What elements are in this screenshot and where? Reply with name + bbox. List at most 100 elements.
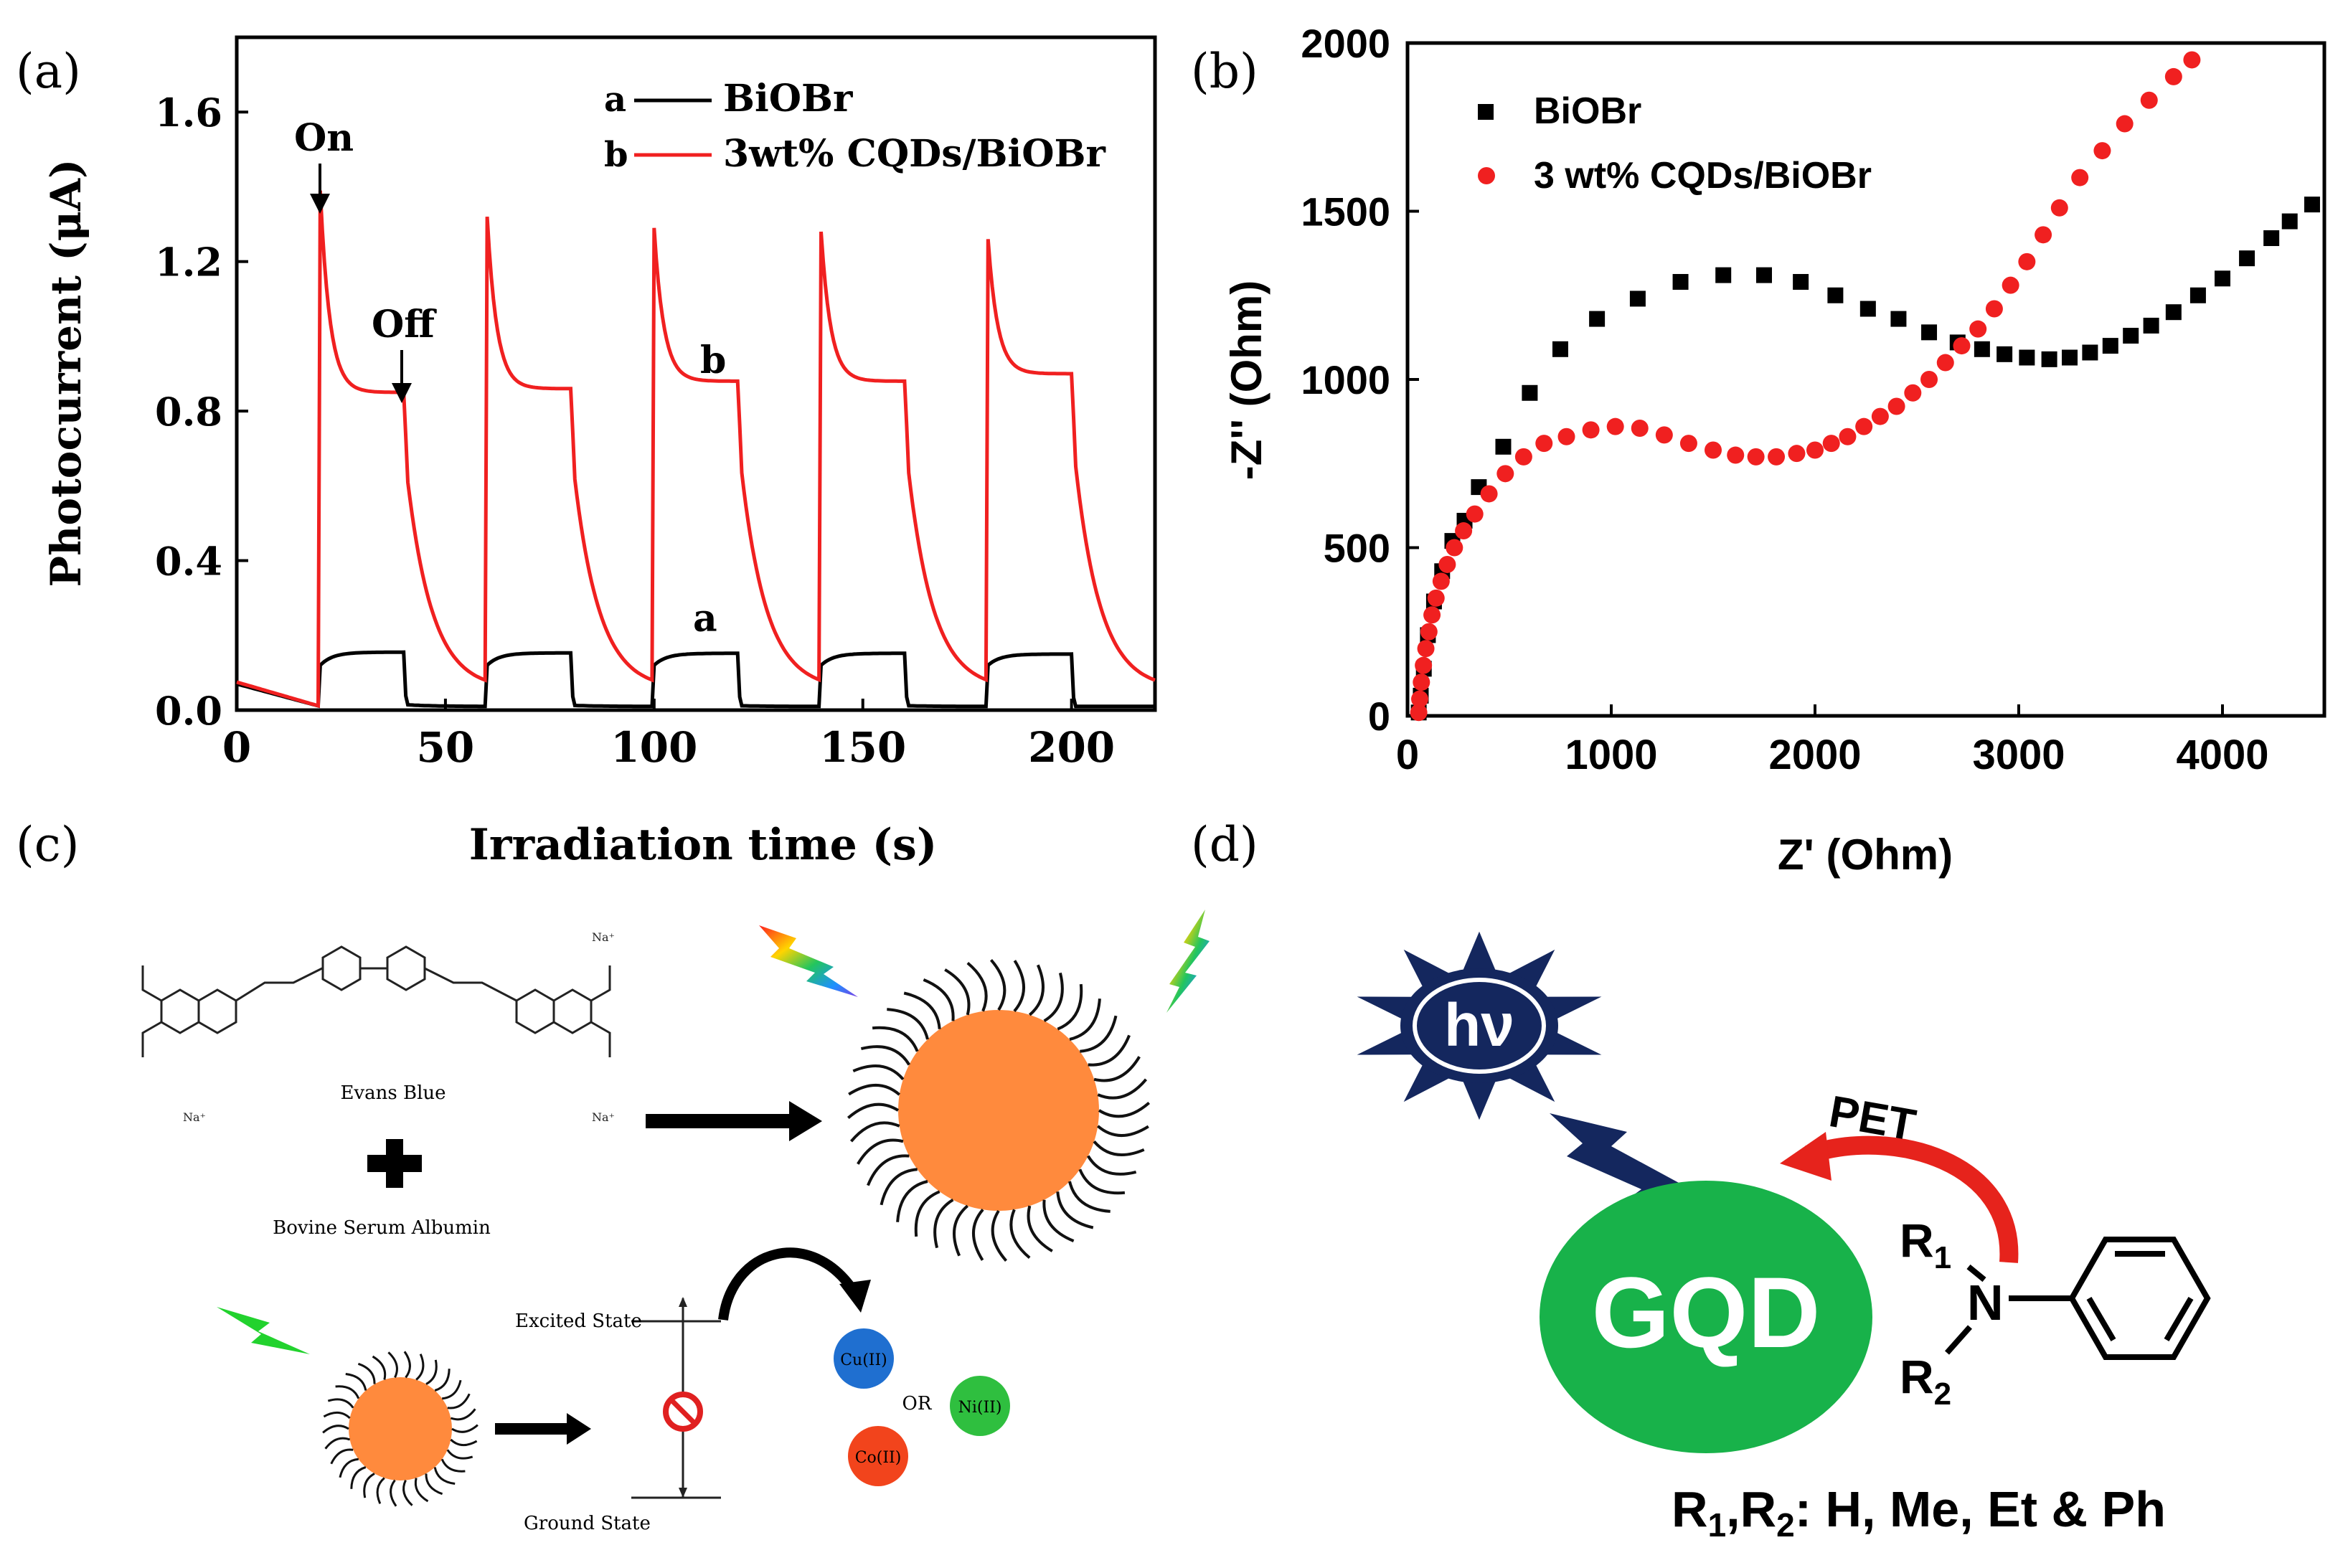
data-point-cqds-biobr — [1455, 522, 1473, 540]
arrow-right-icon-2 — [495, 1413, 591, 1445]
data-point-cqds-biobr — [1417, 640, 1435, 658]
ligand-chain — [860, 1045, 911, 1066]
plot-frame-b — [1405, 41, 2326, 718]
r2-sub: 2 — [1934, 1376, 1951, 1412]
ligand-chain — [1068, 1181, 1111, 1213]
ring-naph-right-a — [515, 988, 555, 1034]
ligand-chain — [966, 961, 988, 1012]
r2-label: R2 — [1900, 1350, 1951, 1412]
x-tick-label-a: 200 — [1028, 723, 1115, 772]
ligand-chain — [848, 1083, 901, 1096]
x-tick-label-a: 100 — [610, 723, 697, 772]
ligand-chain — [322, 1425, 349, 1434]
sun-ray — [1357, 996, 1415, 1021]
data-point-cqds-biobr — [2050, 199, 2068, 217]
azo-link-left — [235, 967, 323, 1002]
photocurrent-chart: 0 50 100 150 200 0.0 0.4 0.8 1.2 1.6 Photocurrent… — [42, 35, 1157, 870]
y-tick-label-b: 500 — [1324, 526, 1390, 571]
ligand-chain — [1009, 1209, 1031, 1260]
ligand-chain — [933, 1198, 954, 1249]
ligand-chain — [923, 978, 955, 1021]
x-axis-label-a: Irradiation time (s) — [469, 820, 937, 870]
protein-name-bsa: Bovine Serum Albumin — [273, 1217, 491, 1239]
ligand-chain — [1042, 1199, 1075, 1242]
panel-label-d: (d) — [1191, 817, 1258, 872]
ligand-chain — [327, 1398, 354, 1409]
data-point-cqds-biobr — [2071, 169, 2089, 186]
n-atom-label: N — [1967, 1275, 2004, 1331]
ring-naph-right-b — [552, 988, 593, 1034]
x-tick-label-b: 2000 — [1768, 732, 1861, 778]
panel-label-b: (b) — [1191, 44, 1258, 99]
ligand-chain — [1080, 1015, 1118, 1053]
annotation-series-a: a — [693, 597, 717, 641]
data-point-cqds-biobr — [1727, 446, 1745, 464]
metal-co-circle — [848, 1426, 908, 1486]
data-point-cqds-biobr — [2164, 67, 2182, 85]
ligand-chain — [1086, 1155, 1137, 1176]
data-point-biobr — [1974, 341, 1990, 357]
series-line-cqds-biobr — [236, 190, 1156, 709]
ring-biphenyl-1 — [321, 945, 362, 991]
data-point-biobr — [2123, 328, 2139, 344]
bond-n-r1 — [1966, 1264, 1986, 1283]
data-point-cqds-biobr — [2002, 276, 2019, 294]
data-point-biobr — [2143, 317, 2159, 334]
ligand-chain — [1088, 1034, 1131, 1067]
ligand-chain — [880, 1168, 918, 1206]
lightning-rainbow-icon-2 — [1166, 910, 1210, 1013]
tick-group-a: 0 50 100 150 200 0.0 0.4 0.8 1.2 1.6 — [155, 90, 1115, 772]
ligand-chain — [1027, 1205, 1053, 1252]
data-point-biobr — [1921, 324, 1938, 341]
azo-link-right — [424, 967, 517, 1002]
tick-group-b: 0 1000 2000 3000 4000 0 500 1000 1500 2000 — [1301, 21, 2268, 778]
ligand-chain — [339, 1458, 359, 1478]
data-point-cqds-biobr — [1606, 417, 1624, 435]
data-point-cqds-biobr — [1423, 606, 1441, 624]
data-point-biobr — [1629, 291, 1646, 307]
data-point-cqds-biobr — [2116, 115, 2134, 133]
ligand-chain — [847, 1102, 900, 1120]
data-point-cqds-biobr — [1887, 397, 1905, 415]
ligand-chain — [390, 1479, 397, 1507]
ligand-chain — [372, 1355, 387, 1380]
y-tick-label-b: 2000 — [1301, 21, 1390, 66]
data-point-cqds-biobr — [1496, 465, 1514, 483]
data-point-biobr — [1890, 311, 1907, 327]
nanoparticle-large — [847, 958, 1151, 1262]
ligand-chain — [387, 1351, 398, 1379]
data-point-biobr — [1793, 273, 1809, 290]
data-point-cqds-biobr — [1466, 505, 1484, 523]
data-point-cqds-biobr — [1514, 448, 1532, 466]
legend-b: BiOBr 3 wt% CQDs/BiOBr — [1478, 90, 1872, 197]
ligand-chain — [450, 1408, 476, 1421]
data-point-cqds-biobr — [1631, 420, 1649, 438]
data-point-biobr — [2304, 197, 2320, 213]
ligand-chain — [1097, 1078, 1148, 1100]
data-point-biobr — [1715, 267, 1732, 283]
ligand-chain — [323, 1411, 351, 1420]
ligand-chain — [857, 1138, 904, 1165]
ligand-chain — [896, 1180, 928, 1222]
sun-core — [1400, 968, 1558, 1083]
transition-arrow-up-icon — [679, 1297, 687, 1307]
na-label-2: Na⁺ — [183, 1110, 206, 1124]
data-point-biobr — [2019, 349, 2035, 366]
sun-core-outline — [1413, 978, 1546, 1074]
ligand-chain — [1098, 1101, 1151, 1118]
y-tick-label-a: 0.8 — [155, 389, 222, 435]
nanoparticle-small — [322, 1351, 478, 1507]
r1-main: R — [1900, 1214, 1934, 1267]
ligand-chain — [425, 1359, 438, 1385]
r-group-caption: R1,R2: H, Me, Et & Ph — [1672, 1481, 2166, 1544]
y-tick-label-a: 0.0 — [155, 688, 222, 734]
ligand-chain — [402, 1479, 413, 1506]
ligand-chain — [852, 1064, 905, 1081]
data-point-biobr — [2082, 344, 2098, 361]
curved-arrow-icon — [718, 1247, 858, 1321]
data-point-cqds-biobr — [2035, 226, 2052, 244]
x-tick-label-b: 4000 — [2176, 732, 2268, 778]
y-axis-label-a: Photocurrent (μA) — [42, 159, 90, 587]
data-point-cqds-biobr — [1446, 539, 1463, 557]
sulfonate-br — [590, 1021, 611, 1057]
